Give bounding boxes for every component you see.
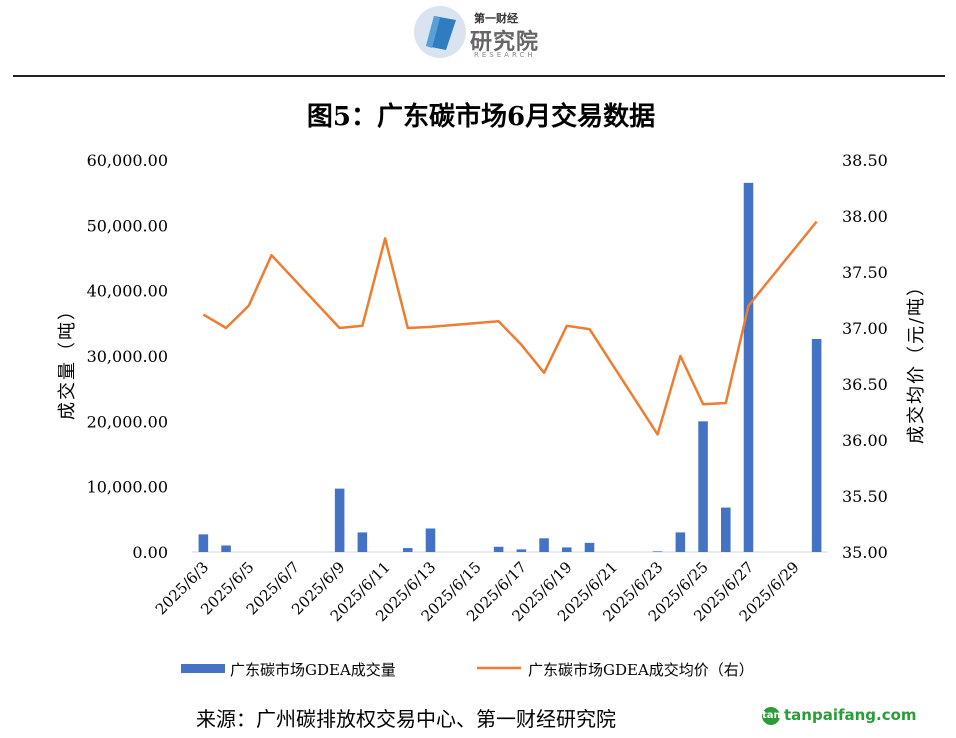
right-tick-label: 37.50 — [842, 263, 888, 282]
x-axis-ticks: 2025/6/32025/6/52025/6/72025/6/92025/6/1… — [152, 558, 803, 625]
left-tick-label: 0.00 — [132, 543, 168, 562]
bar — [493, 546, 504, 552]
right-tick-label: 35.00 — [842, 543, 888, 562]
logo-icon — [414, 6, 466, 58]
y-axis-label-left: 成交量（吨） — [57, 300, 78, 420]
watermark-text: tanpaifang.com — [784, 706, 917, 724]
left-tick-label: 30,000.00 — [87, 347, 168, 366]
chart: 图5：广东碳市场6月交易数据 0.00 10,000.00 20,000.00 30,… — [57, 101, 927, 679]
right-axis-ticks: 35.00 35.50 36.00 36.50 37.00 37.50 38.00 38.50 — [842, 151, 888, 562]
bar — [721, 507, 731, 552]
left-tick-label: 50,000.00 — [87, 216, 168, 235]
legend-bar-label: 广东碳市场GDEA成交量 — [230, 661, 396, 679]
logo-main-text: 研究院 — [470, 30, 540, 55]
right-tick-label: 37.00 — [842, 319, 888, 338]
bar — [221, 545, 231, 552]
price-line — [202, 220, 818, 436]
bar — [562, 547, 572, 552]
left-tick-label: 10,000.00 — [87, 478, 168, 497]
y-axis-label-right: 成交均价（元/吨） — [906, 276, 927, 444]
source-note: 来源：广州碳排放权交易中心、第一财经研究院 — [196, 707, 616, 731]
legend-bar-swatch — [181, 664, 225, 673]
legend-line-label: 广东碳市场GDEA成交均价（右） — [528, 661, 754, 679]
header-divider — [13, 75, 945, 77]
left-tick-label: 40,000.00 — [87, 282, 168, 301]
bar — [516, 549, 527, 552]
logo-top-text: 第一财经 — [474, 12, 518, 25]
bar — [357, 532, 368, 552]
logo: 第一财经 研究院 RESEARCH — [412, 4, 562, 64]
right-tick-label: 36.50 — [842, 375, 888, 394]
right-tick-label: 38.50 — [842, 151, 888, 170]
right-tick-label: 35.50 — [842, 487, 888, 506]
bar — [743, 182, 754, 552]
logo-sub-text: RESEARCH — [474, 51, 536, 59]
bar — [334, 488, 345, 552]
bar — [652, 551, 663, 552]
legend: 广东碳市场GDEA成交量 广东碳市场GDEA成交均价（右） — [181, 661, 754, 679]
bar — [675, 532, 686, 552]
watermark: tan tanpaifang.com — [762, 706, 917, 725]
right-tick-label: 36.00 — [842, 431, 888, 450]
bar — [811, 339, 822, 552]
bar — [403, 548, 413, 552]
leaf-icon: tan — [762, 706, 781, 725]
bar — [425, 528, 436, 552]
right-tick-label: 38.00 — [842, 207, 888, 226]
bar-series — [198, 182, 822, 552]
bar — [584, 542, 595, 552]
bar — [698, 421, 708, 552]
left-tick-label: 20,000.00 — [87, 412, 168, 431]
bar — [539, 538, 549, 552]
chart-title: 图5：广东碳市场6月交易数据 — [307, 101, 655, 132]
line-series — [202, 220, 818, 436]
bar — [198, 534, 209, 552]
left-tick-label: 60,000.00 — [87, 151, 168, 170]
left-axis-ticks: 0.00 10,000.00 20,000.00 30,000.00 40,000.00… — [87, 151, 168, 562]
